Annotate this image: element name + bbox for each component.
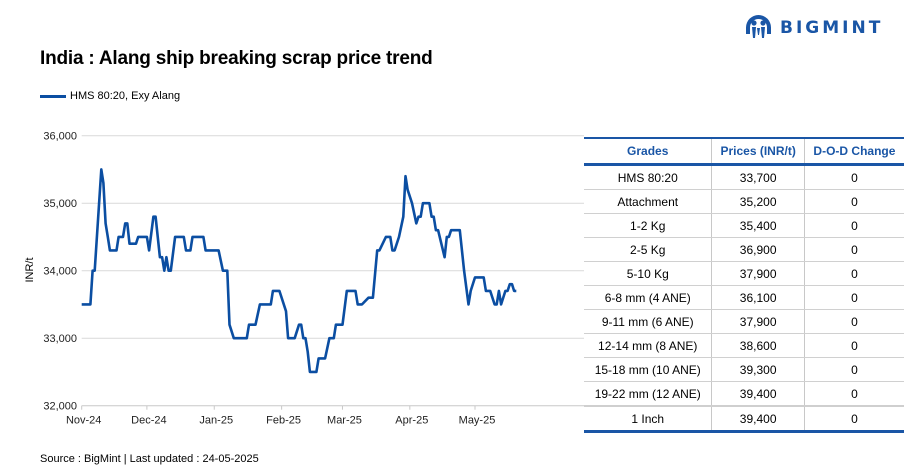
y-tick-label: 33,000: [43, 333, 77, 345]
table-cell: 9-11 mm (6 ANE): [584, 309, 712, 334]
table-cell: 0: [803, 237, 904, 262]
table-cell: 1 Inch: [584, 405, 712, 433]
y-axis-label: INR/t: [24, 257, 36, 282]
source-note: Source : BigMint | Last updated : 24-05-…: [40, 453, 259, 465]
table-row: HMS 80:20 33,700 0: [584, 164, 904, 190]
table-cell: HMS 80:20: [584, 164, 712, 190]
table-cell: 36,100: [711, 285, 805, 310]
series-line-hms-80-20: [81, 168, 517, 374]
x-tick-label: Apr-25: [395, 415, 428, 427]
table-cell: Attachment: [584, 189, 712, 214]
table-cell: 0: [803, 261, 904, 286]
x-tick-label: Mar-25: [327, 415, 362, 427]
table-cell: 38,600: [711, 333, 805, 358]
x-tick-label: May-25: [459, 415, 496, 427]
table-row: 6-8 mm (4 ANE) 36,100 0: [584, 285, 904, 310]
table-row: 9-11 mm (6 ANE) 37,900 0: [584, 309, 904, 334]
table-header-cell: Grades: [584, 137, 712, 166]
chart-title: India : Alang ship breaking scrap price …: [40, 48, 433, 69]
y-tick-label: 34,000: [43, 266, 77, 278]
table-row: 5-10 Kg 37,900 0: [584, 261, 904, 286]
table-row: 2-5 Kg 36,900 0: [584, 237, 904, 262]
table-row: 12-14 mm (8 ANE) 38,600 0: [584, 333, 904, 358]
table-cell: 33,700: [711, 164, 805, 190]
table-cell: 0: [803, 333, 904, 358]
table-cell: 0: [803, 213, 904, 238]
bigmint-logo-icon: [746, 15, 771, 38]
table-cell: 35,200: [711, 189, 805, 214]
table-cell: 19-22 mm (12 ANE): [584, 381, 712, 407]
y-tick-label: 35,000: [43, 198, 77, 210]
table-cell: 39,400: [711, 405, 805, 433]
table-cell: 6-8 mm (4 ANE): [584, 285, 712, 310]
price-table: Grades Prices (INR/t) D-O-D Change HMS 80:…: [584, 137, 904, 433]
table-cell: 35,400: [711, 213, 805, 238]
table-cell: 15-18 mm (10 ANE): [584, 357, 712, 382]
table-header-cell: Prices (INR/t): [711, 137, 805, 166]
table-row: Attachment 35,200 0: [584, 189, 904, 214]
x-tick-label: Jan-25: [199, 415, 233, 427]
x-tick-label: Dec-24: [131, 415, 166, 427]
table-row: 19-22 mm (12 ANE) 39,400 0: [584, 381, 904, 407]
table-cell: 0: [803, 189, 904, 214]
y-tick-label: 32,000: [43, 401, 77, 413]
table-header-cell: D-O-D Change: [803, 137, 904, 166]
table-cell: 1-2 Kg: [584, 213, 712, 238]
table-cell: 0: [803, 285, 904, 310]
table-cell: 2-5 Kg: [584, 237, 712, 262]
bigmint-logo: BIGMINT: [745, 14, 883, 41]
legend-label: HMS 80:20, Exy Alang: [70, 90, 181, 102]
x-tick-label: Feb-25: [266, 415, 301, 427]
table-cell: 39,400: [711, 381, 805, 407]
table-row: 1 Inch 39,400 0: [584, 405, 904, 433]
table-cell: 37,900: [711, 309, 805, 334]
legend-swatch: [40, 94, 66, 98]
y-tick-label: 36,000: [43, 131, 77, 143]
table-cell: 0: [803, 381, 904, 407]
table-cell: 0: [803, 309, 904, 334]
table-cell: 0: [803, 164, 904, 190]
table-cell: 12-14 mm (8 ANE): [584, 333, 712, 358]
table-row: 1-2 Kg 35,400 0: [584, 213, 904, 238]
table-cell: 37,900: [711, 261, 805, 286]
table-cell: 5-10 Kg: [584, 261, 712, 286]
x-tick-label: Nov-24: [66, 415, 101, 427]
table-cell: 0: [803, 405, 904, 433]
table-cell: 39,300: [711, 357, 805, 382]
legend: HMS 80:20, Exy Alang: [40, 90, 180, 102]
table-cell: 36,900: [711, 237, 805, 262]
line-chart: 32,000 33,000 34,000 35,000 36,000 Nov-24 Dec-…: [24, 131, 584, 427]
logo-text: BIGMINT: [780, 17, 884, 38]
table-cell: 0: [803, 357, 904, 382]
table-row: 15-18 mm (10 ANE) 39,300 0: [584, 357, 904, 382]
